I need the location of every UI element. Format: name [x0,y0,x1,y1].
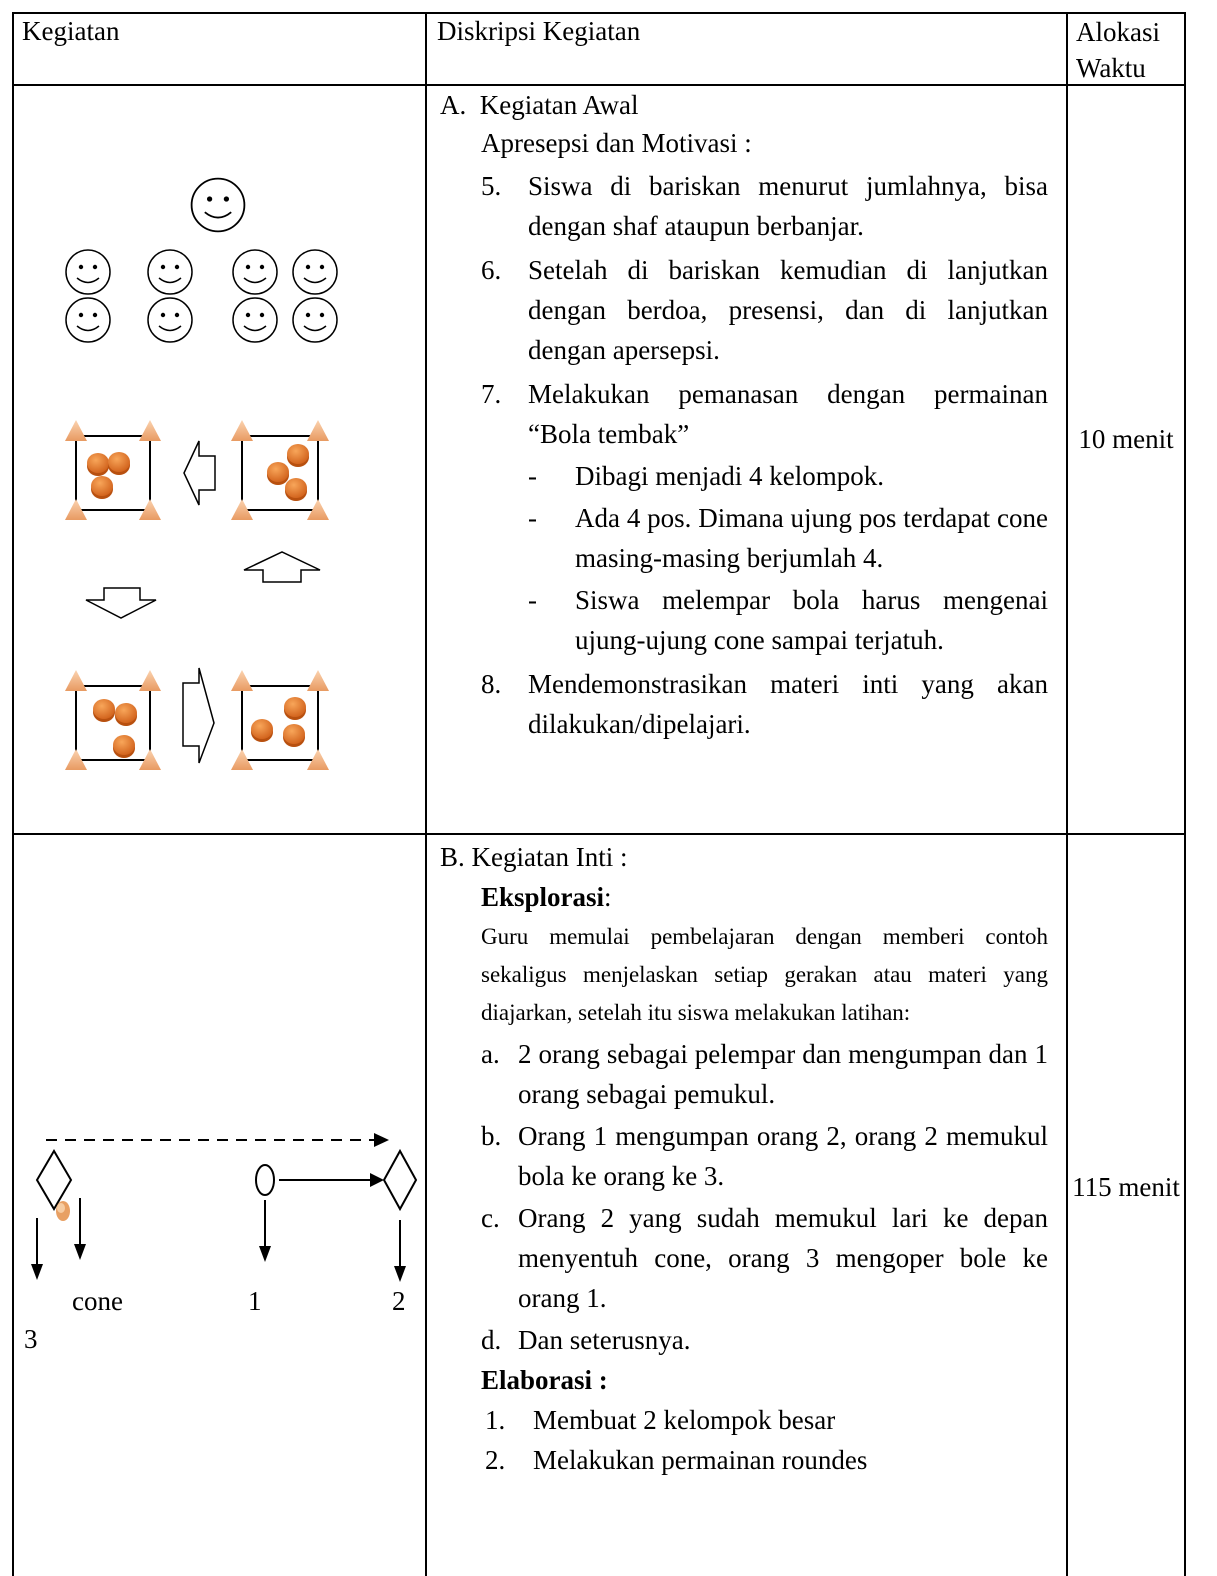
header-cell: Kegiatan [22,16,120,46]
list-item: 5. Siswa di bariskan menurut jumlahnya, b… [481,166,1050,246]
section-heading: B. Kegiatan Inti : [440,842,628,872]
eksplorasi-line: Eksplorasi: [481,876,1050,918]
item-number: 8. [481,669,502,699]
section-heading: A. Kegiatan Awal [440,90,639,120]
list-item: 7. Melakukan pemanasan dengan permainan “… [481,374,1050,454]
border [1184,12,1186,1576]
paragraph: Guru memulai pembelajaran dengan memberi… [481,924,1048,1025]
diagram-label: 3 [24,1324,38,1354]
list-item: 8. Mendemonstrasikan materi inti yang aka… [481,664,1050,744]
diagram [65,177,338,770]
item-text: Orang 2 yang sudah memukul lari ke depan… [518,1203,1048,1313]
time: 10 menit [1078,424,1174,454]
border [12,84,1186,86]
diagram-label: 1 [248,1286,262,1316]
item-text: Dibagi menjadi 4 kelompok. [575,461,884,491]
description: B. Kegiatan Inti : Eksplorasi: Guru memula… [440,838,1050,1480]
subheading: Apresepsi dan Motivasi : [481,128,752,158]
item-number: d. [481,1325,502,1355]
list-item: - Siswa melempar bola harus mengenai ujun… [528,580,1050,660]
header-cell: Diskripsi Kegiatan [437,16,641,46]
item-text: Ada 4 pos. Dimana ujung pos terdapat con… [575,503,1048,573]
item-number: 7. [481,379,502,409]
item-number: - [528,503,537,533]
item-text: Siswa melempar bola harus mengenai ujung… [575,585,1048,655]
item-number: 2. [485,1445,506,1475]
item-number: c. [481,1203,500,1233]
list-item: b. Orang 1 mengumpan orang 2, orang 2 mem… [481,1116,1050,1196]
time: 115 menit [1072,1172,1180,1202]
item-number: b. [481,1121,502,1151]
border [12,12,14,1576]
item-text: Setelah di bariskan kemudian di lanjutka… [528,255,1048,365]
item-text: Melakukan pemanasan dengan permainan “Bo… [528,379,1048,449]
border [12,12,1186,14]
diagram-label: 2 [392,1286,406,1316]
eksplorasi-colon: : [604,882,612,912]
item-text: Membuat 2 kelompok besar [533,1405,836,1435]
item-text: Siswa di bariskan menurut jumlahnya, bis… [528,171,1048,241]
description: A. Kegiatan Awal Apresepsi dan Motivasi :… [440,86,1050,744]
border [425,12,427,1576]
list-item: 6. Setelah di bariskan kemudian di lanjut… [481,250,1050,370]
item-text: Dan seterusnya. [518,1325,691,1355]
list-item: 2. Melakukan permainan roundes [485,1440,1050,1480]
item-number: 1. [485,1405,506,1435]
list-item: 1. Membuat 2 kelompok besar [485,1400,1050,1440]
item-text: 2 orang sebagai pelempar dan mengumpan d… [518,1039,1048,1109]
item-text: Mendemonstrasikan materi inti yang akan … [528,669,1048,739]
list-item: - Dibagi menjadi 4 kelompok. [528,456,1050,496]
item-number: a. [481,1039,500,1069]
list-item: c. Orang 2 yang sudah memukul lari ke dep… [481,1198,1050,1318]
list-item: - Ada 4 pos. Dimana ujung pos terdapat co… [528,498,1050,578]
eksplorasi-title: Eksplorasi [481,882,605,912]
border [12,833,1186,835]
item-number: 6. [481,255,502,285]
border [1066,12,1068,1576]
list-item: d. Dan seterusnya. [481,1320,1050,1360]
diagram: cone 1 2 3 [24,1133,418,1354]
item-number: - [528,585,537,615]
item-text: Melakukan permainan roundes [533,1445,868,1475]
elaborasi-title: Elaborasi : [481,1365,608,1395]
item-text: Orang 1 mengumpan orang 2, orang 2 memuk… [518,1121,1048,1191]
list-item: a. 2 orang sebagai pelempar dan mengumpan… [481,1034,1050,1114]
item-number: - [528,461,537,491]
item-number: 5. [481,171,502,201]
header-cell: Alokasi Waktu [1076,17,1160,83]
diagram-label: cone [72,1286,123,1316]
